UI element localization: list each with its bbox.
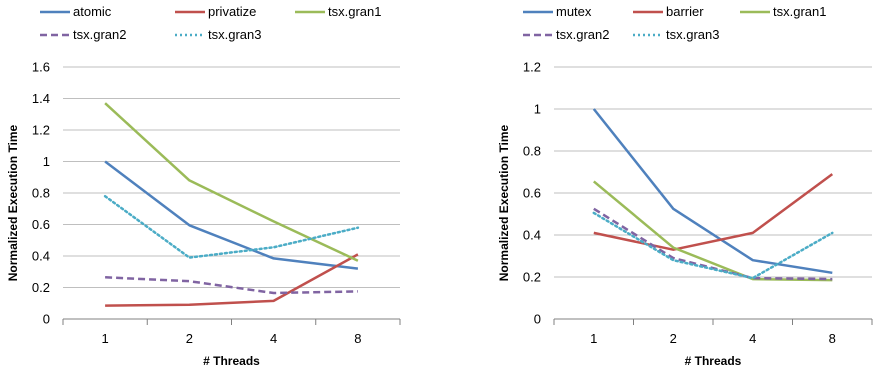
y-tick-label: 1 [534, 102, 541, 117]
legend-label: tsx.gran3 [666, 27, 719, 42]
series-line-barrier [593, 173, 834, 251]
y-tick-label: 0 [43, 312, 50, 327]
x-tick-label: 2 [670, 331, 677, 346]
series-line-tsx-gran3 [103, 194, 360, 259]
series-line-mutex [592, 108, 833, 275]
y-tick-label: 0.6 [32, 217, 50, 232]
y-tick-label: 1.2 [32, 123, 50, 138]
series-line-tsx-gran1 [104, 102, 359, 262]
series-line-atomic [104, 160, 359, 270]
x-tick-label: 2 [186, 331, 193, 346]
y-tick-label: 0.6 [523, 186, 541, 201]
y-tick-label: 0.2 [523, 270, 541, 285]
x-axis-title: # Threads [203, 354, 260, 368]
legend-label: privatize [208, 4, 256, 19]
x-tick-label: 8 [829, 331, 836, 346]
y-axis-title: Normalized Execution Time [497, 124, 511, 281]
x-axis-title: # Threads [685, 354, 742, 368]
y-tick-label: 0.8 [32, 186, 50, 201]
legend-label: atomic [73, 4, 112, 19]
legend-label: tsx.gran1 [773, 4, 826, 19]
chart-right: 0 0.2 0.4 0.6 0.8 1 1.2 1 2 4 8 # Threads Normalized… [497, 4, 873, 368]
y-axis-title: Normalized Execution Time [6, 124, 20, 281]
series-line-tsx-gran3 [592, 211, 834, 280]
legend-label: tsx.gran2 [556, 27, 609, 42]
legend-label: mutex [556, 4, 592, 19]
legend-label: barrier [666, 4, 704, 19]
y-tick-label: 0.8 [523, 144, 541, 159]
x-tick-label: 1 [590, 331, 597, 346]
y-tick-label: 0 [534, 312, 541, 327]
y-tick-label: 0.2 [32, 280, 50, 295]
x-tick-label: 4 [270, 331, 277, 346]
x-tick-label: 8 [354, 331, 361, 346]
y-tick-label: 0.4 [523, 228, 541, 243]
series-line-tsx-gran2 [105, 276, 358, 295]
y-tick-label: 1.6 [32, 60, 50, 75]
series-line-tsx-gran2 [593, 207, 833, 281]
x-tick-label: 1 [102, 331, 109, 346]
x-tick-label: 4 [749, 331, 756, 346]
series-line-privatize [105, 253, 359, 307]
y-tick-label: 1.4 [32, 91, 50, 106]
series-line-tsx-gran1 [593, 180, 833, 282]
legend-label: tsx.gran2 [73, 27, 126, 42]
legend-label: tsx.gran1 [328, 4, 381, 19]
y-tick-label: 1.2 [523, 60, 541, 75]
chart-left: 0 0.2 0.4 0.6 0.8 1 1.2 1.4 1.6 1 2 4 8 # Threads Norm… [6, 4, 401, 368]
legend-label: tsx.gran3 [208, 27, 261, 42]
y-tick-label: 1 [43, 154, 50, 169]
y-tick-label: 0.4 [32, 249, 50, 264]
